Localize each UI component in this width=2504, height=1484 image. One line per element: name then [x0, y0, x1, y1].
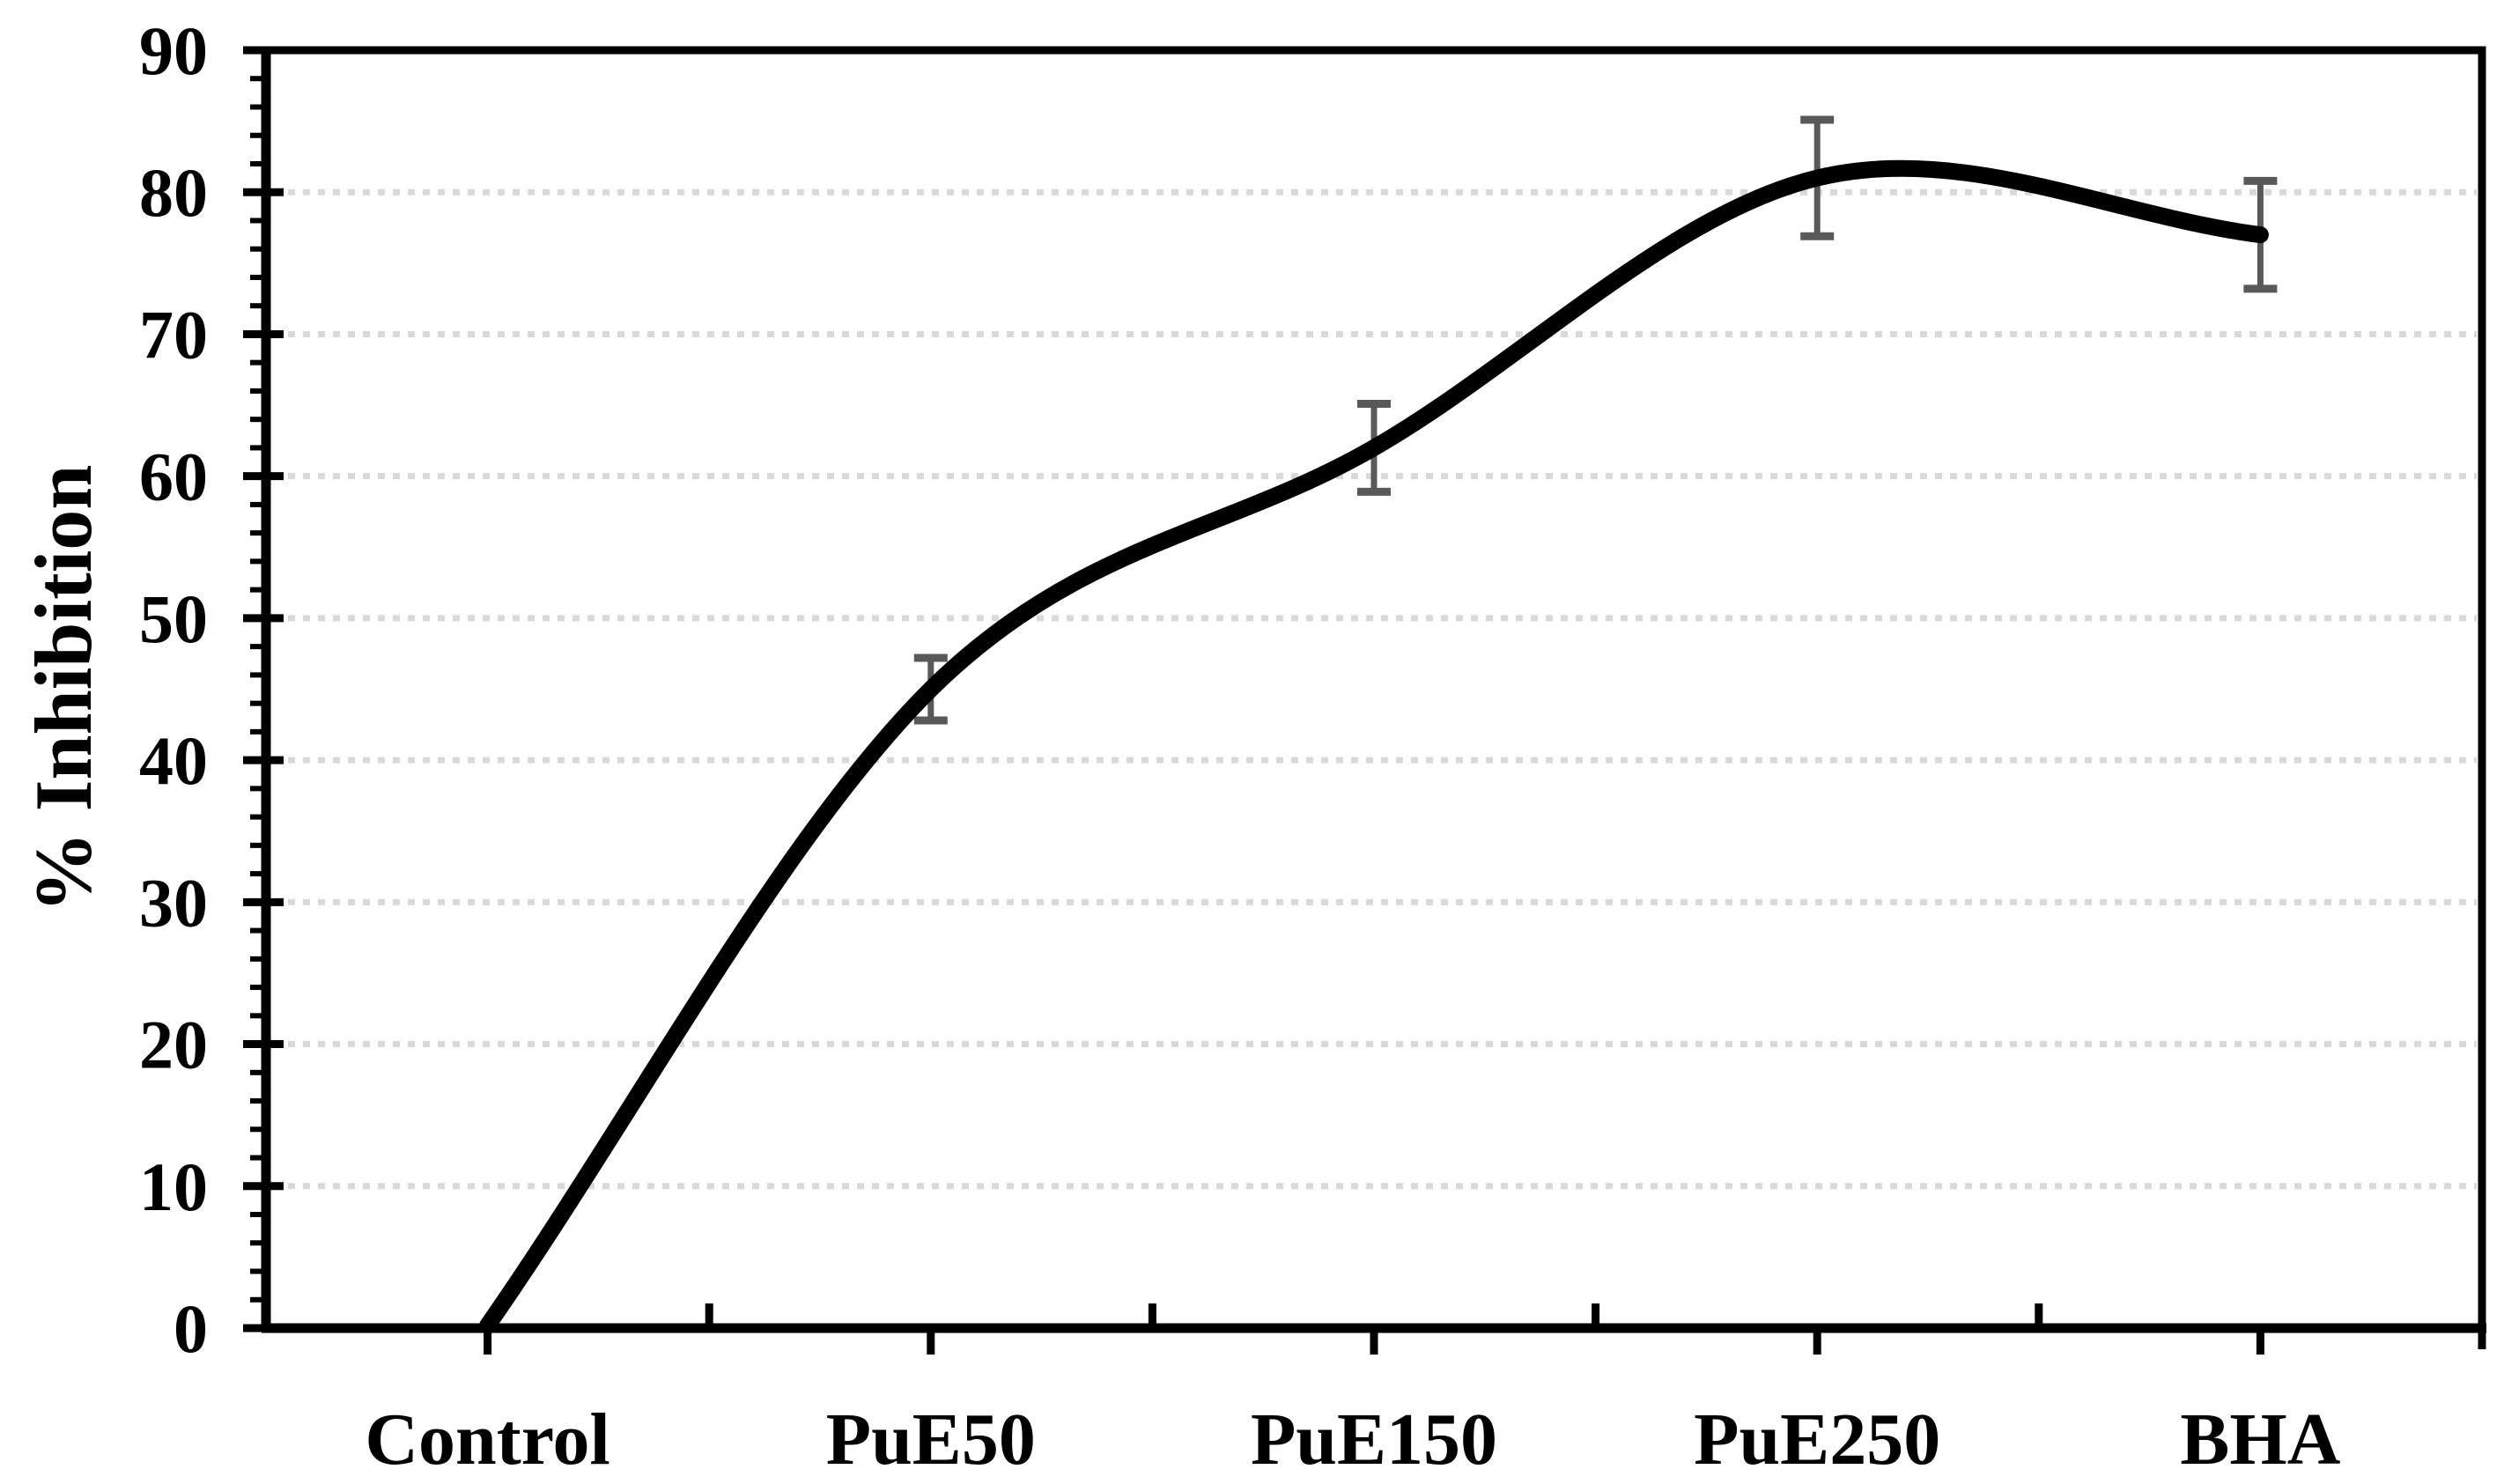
y-tick-label: 10: [139, 1148, 208, 1225]
y-tick-label: 30: [139, 864, 208, 941]
y-tick-label: 40: [139, 722, 208, 799]
y-axis-title: % Inhibition: [18, 464, 108, 913]
x-category-label: PuE150: [1251, 1399, 1497, 1480]
series-line: [479, 159, 2269, 1334]
x-category-label: BHA: [2180, 1399, 2340, 1480]
x-category-label: Control: [365, 1399, 609, 1480]
x-category-label: PuE50: [826, 1399, 1036, 1480]
y-tick-label: 60: [139, 439, 208, 515]
plot-border: [262, 46, 2486, 1333]
y-tick-label: 80: [139, 154, 208, 231]
y-tick-label: 70: [139, 296, 208, 373]
y-tick-label: 50: [139, 580, 208, 657]
y-tick-label: 0: [174, 1290, 208, 1367]
y-tick-label: 20: [139, 1007, 208, 1083]
x-category-label: PuE250: [1694, 1399, 1940, 1480]
y-tick-label: 90: [139, 12, 208, 89]
